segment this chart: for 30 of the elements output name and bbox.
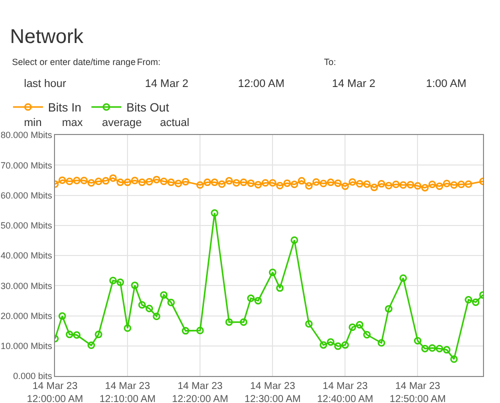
y-tick-label: 70.000 Mbits [0,160,53,170]
text: 1:00 AM [426,78,466,90]
text: last hour [24,78,67,90]
text: 12:00 AM [238,78,284,90]
y-tick-label: 20.000 Mbits [0,310,53,321]
text: From: [137,57,160,67]
y-tick-label: 30.000 Mbits [0,280,53,291]
x-tick-label: 14 Mar 23 12:10:00 AM [99,381,156,403]
text: Select or enter date/time range [12,57,136,67]
legend-label: Bits Out [126,100,170,115]
y-tick-label: 80.000 Mbits [0,130,53,140]
text: min [24,117,42,129]
x-tick-label: 14 Mar 23 12:00:00 AM [26,381,84,403]
text: actual [160,117,190,129]
x-tick-label: 14 Mar 23 12:50:00 AM [390,381,446,403]
x-tick-label: 14 Mar 23 12:40:00 AM [317,381,374,403]
legend-label: Bits In [48,100,82,115]
y-tick-label: 50.000 Mbits [0,220,53,231]
y-tick-label: 10.000 Mbits [0,341,53,352]
text: 14 Mar 2 [332,78,376,90]
chart-title: Network [10,26,84,48]
text: 14 Mar 2 [145,78,188,90]
text: average [102,117,142,129]
x-tick-label: 14 Mar 23 12:30:00 AM [244,381,301,403]
y-tick-label: 60.000 Mbits [0,190,53,200]
text: max [62,117,84,129]
text: To: [324,57,336,67]
y-tick-label: 0.000 bits [13,371,53,382]
y-tick-label: 40.000 Mbits [0,250,53,261]
x-tick-label: 14 Mar 23 12:20:00 AM [172,381,228,403]
